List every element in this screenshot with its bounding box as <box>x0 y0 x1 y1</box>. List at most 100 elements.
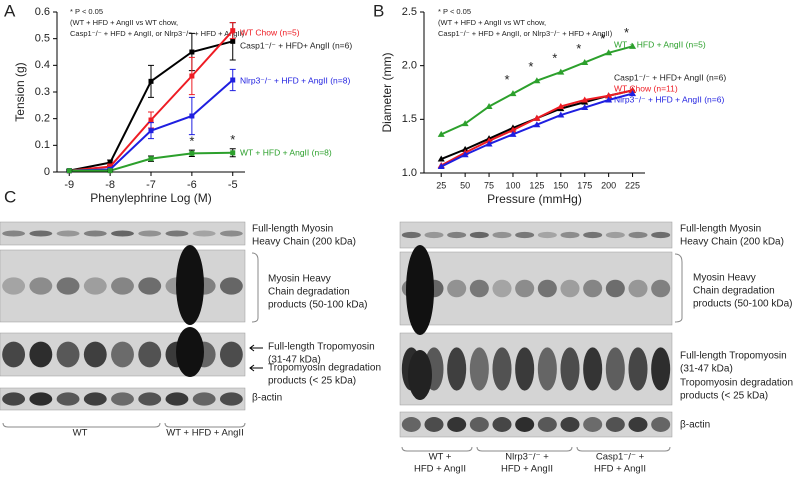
point <box>581 58 589 65</box>
blot-band <box>628 347 648 391</box>
blot-band <box>56 230 80 237</box>
series-line <box>440 45 633 136</box>
y-tick-label: 1.5 <box>402 113 417 125</box>
group-label: HFD + AngII <box>414 464 466 475</box>
blot-smear <box>408 350 432 400</box>
blot-band <box>447 347 467 391</box>
blot-band <box>2 277 26 295</box>
group-label: HFD + AngII <box>501 464 553 475</box>
x-tick-label: 50 <box>460 180 470 190</box>
y-tick-label: 0.1 <box>35 139 50 151</box>
point <box>509 126 517 133</box>
point <box>485 137 493 144</box>
legend-label: Casp1⁻/⁻ + HFD+ AngII (n=6) <box>240 40 352 50</box>
x-tick-label: -7 <box>146 179 156 191</box>
blot-label: Tropomyosin degradation <box>680 378 793 389</box>
blot-band <box>165 230 189 237</box>
blot-label: products (< 25 kDa) <box>680 391 768 402</box>
blot-band <box>83 277 107 295</box>
blot-band <box>219 341 243 368</box>
panel-label: C <box>4 187 16 206</box>
group-bracket <box>2 422 161 428</box>
significance-star: * <box>528 59 533 74</box>
blot-band <box>560 279 580 298</box>
blot-band <box>2 341 26 368</box>
point <box>148 156 154 162</box>
point <box>605 49 613 56</box>
point <box>557 68 565 75</box>
blot-band <box>537 231 557 239</box>
group-bracket <box>401 446 473 452</box>
blot-band <box>138 230 162 237</box>
legend-label: WT + HFD + AngII (n=8) <box>240 147 332 157</box>
blot-band <box>628 231 648 239</box>
y-tick-label: 2.0 <box>402 60 417 72</box>
blot-strip <box>399 332 673 406</box>
x-tick-label: 25 <box>436 180 446 190</box>
blot-band <box>469 417 489 432</box>
blot-band <box>447 231 467 239</box>
blot-band <box>515 347 535 391</box>
point <box>189 49 195 55</box>
annotation: * P < 0.05 <box>70 7 103 16</box>
blot-strip <box>399 411 673 438</box>
blot-band <box>651 279 671 298</box>
blot-band <box>469 347 489 391</box>
point <box>485 102 493 109</box>
point <box>533 77 541 84</box>
blot-band <box>605 279 625 298</box>
point <box>437 155 445 162</box>
blot-band <box>165 392 189 406</box>
group-bracket <box>576 446 671 452</box>
point <box>230 77 236 83</box>
blot-label: Full-length Tropomyosin <box>680 351 787 362</box>
blot-label: β-actin <box>252 393 282 404</box>
blot-band <box>2 392 26 406</box>
x-tick-label: 225 <box>625 180 640 190</box>
blot-smear <box>176 327 204 377</box>
blot-band <box>492 279 512 298</box>
point <box>533 121 541 128</box>
series-line <box>69 40 233 172</box>
blot-band <box>219 277 243 295</box>
blot-label: Myosin Heavy <box>268 274 331 285</box>
y-tick-label: 0.3 <box>35 86 50 98</box>
blot-label: β-actin <box>680 420 710 431</box>
blot-band <box>111 277 134 295</box>
series-line <box>440 92 633 168</box>
arrow <box>249 344 263 372</box>
legend-label: WT Chow (n=11) <box>614 83 678 93</box>
blot-band <box>605 347 625 391</box>
blot-band <box>111 392 134 406</box>
annotation: (WT + HFD + AngII vs WT chow, <box>70 18 178 27</box>
point <box>509 130 517 137</box>
x-tick-label: 100 <box>505 180 520 190</box>
bracket <box>251 252 259 323</box>
annotation: * P < 0.05 <box>438 7 471 16</box>
x-tick-label: 175 <box>577 180 592 190</box>
blot-band <box>492 347 512 391</box>
significance-star: * <box>189 134 194 149</box>
group-label: WT + HFD + AngII <box>166 428 243 439</box>
x-tick-label: -6 <box>187 179 197 191</box>
significance-star: * <box>552 51 557 66</box>
y-tick-label: 0 <box>44 166 50 178</box>
blot-smear <box>176 245 204 325</box>
blot-band <box>424 231 444 239</box>
y-tick-label: 0.4 <box>35 59 50 71</box>
y-tick-label: 0.2 <box>35 113 50 125</box>
blot-label: Heavy Chain (200 kDa) <box>252 237 356 248</box>
point <box>485 140 493 147</box>
point <box>148 117 154 123</box>
blot-label: Tropomyosin degradation <box>268 363 381 374</box>
blot-band <box>2 230 26 237</box>
blot-band <box>515 417 535 432</box>
point <box>189 150 195 156</box>
blot-band <box>537 417 557 432</box>
blot-band <box>138 392 162 406</box>
x-axis-label: Pressure (mmHg) <box>487 192 582 206</box>
point <box>107 160 113 166</box>
blot-band <box>492 231 512 239</box>
legend-label: Casp1⁻/⁻ + HFD+ AngII (n=6) <box>614 72 726 82</box>
y-tick-label: 0.5 <box>35 33 50 45</box>
